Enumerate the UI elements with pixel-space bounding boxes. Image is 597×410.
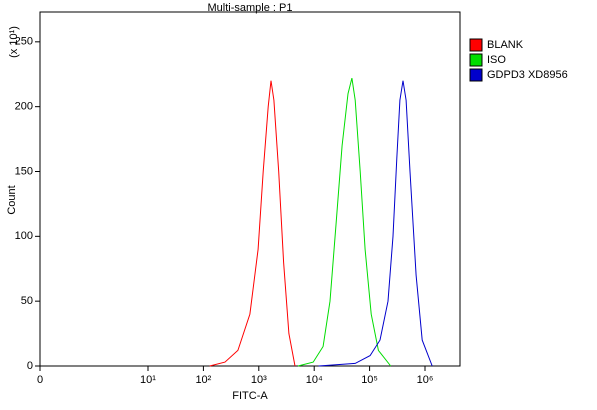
x-tick-label: 10² bbox=[195, 374, 211, 386]
legend-swatch bbox=[469, 68, 483, 82]
x-tick-label: 0 bbox=[37, 374, 43, 386]
legend-label: GDPD3 XD8956 bbox=[487, 69, 568, 81]
y-tick-label: 250 bbox=[15, 36, 33, 48]
x-tick-label: 10³ bbox=[251, 374, 267, 386]
x-tick-label: 10⁴ bbox=[306, 374, 323, 386]
x-tick-label: 10⁶ bbox=[417, 374, 434, 386]
y-tick-label: 100 bbox=[15, 230, 33, 242]
y-tick-label: 50 bbox=[21, 295, 33, 307]
histogram-line bbox=[297, 77, 392, 367]
legend-label: ISO bbox=[487, 54, 506, 66]
x-tick-label: 10¹ bbox=[140, 374, 156, 386]
y-scale-label: (x 10¹) bbox=[8, 26, 20, 58]
legend-swatch bbox=[469, 53, 483, 67]
legend-label: BLANK bbox=[487, 39, 524, 51]
y-tick-label: 150 bbox=[15, 165, 33, 177]
y-tick-label: 200 bbox=[15, 101, 33, 113]
histogram-line bbox=[209, 80, 296, 367]
y-tick-label: 0 bbox=[27, 360, 33, 372]
x-tick-label: 10⁵ bbox=[361, 374, 378, 386]
x-axis-label: FITC-A bbox=[232, 390, 268, 402]
histogram-line bbox=[318, 80, 433, 367]
y-axis-label: Count bbox=[6, 185, 18, 214]
chart-title: Multi-sample : P1 bbox=[208, 2, 293, 14]
plot-frame bbox=[39, 11, 461, 367]
legend-swatch bbox=[469, 38, 483, 52]
